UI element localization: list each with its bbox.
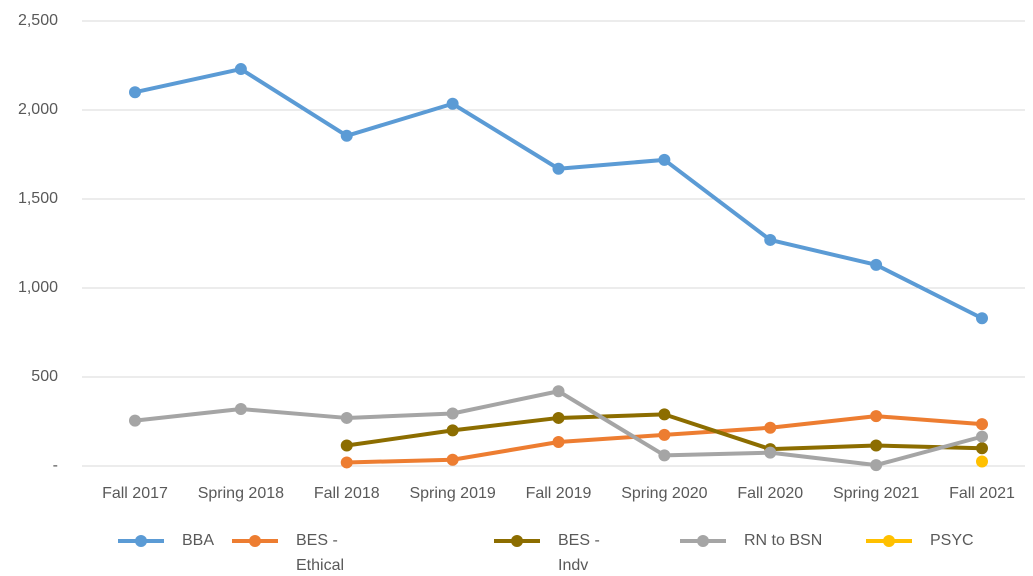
point [658,153,671,166]
y-tick-label: 2,000 [18,101,58,118]
point [870,459,883,472]
point [658,449,671,462]
x-tick-label: Spring 2018 [198,485,284,502]
x-tick-label: Spring 2020 [621,485,707,502]
point [870,410,883,423]
x-tick-label: Fall 2021 [949,485,1015,502]
point [976,418,988,431]
x-tick-label: Fall 2019 [526,485,592,502]
legend-label: PSYC [930,532,974,549]
point [340,456,353,469]
point [764,446,777,459]
point [234,403,247,416]
legend-marker [135,535,147,547]
x-tick-label: Fall 2020 [737,485,803,502]
point [446,453,459,466]
point [552,385,565,398]
point [129,414,141,427]
point [976,312,988,325]
legend-label: RN to BSN [744,532,822,549]
point [340,129,353,142]
legend-marker [249,535,261,547]
point [340,411,353,424]
y-tick-label: 500 [31,368,58,385]
point [658,408,671,421]
point [764,233,777,246]
point [340,439,353,452]
y-tick-label: 2,500 [18,12,58,29]
series-line [134,389,983,468]
y-tick-label: 1,500 [18,190,58,207]
point [446,97,459,110]
point [976,455,988,468]
point [870,258,883,271]
legend-label: BBA [182,532,214,549]
legend-label: BES -EthicalLeader [296,532,346,576]
point [234,63,247,76]
x-tick-label: Fall 2018 [314,485,380,502]
point [870,439,883,452]
x-tick-label: Spring 2019 [409,485,495,502]
point [976,442,988,455]
point [552,435,565,448]
series-line [134,67,983,321]
point [658,428,671,441]
point [446,407,459,420]
legend-marker [697,535,709,547]
point [552,162,565,175]
legend-marker [883,535,895,547]
point [552,411,565,424]
legend-marker [511,535,523,547]
point [129,86,141,99]
point [976,430,988,443]
y-tick-label: 1,000 [18,279,58,296]
legend-label: BES -IndvProgram [558,532,619,576]
x-tick-label: Fall 2017 [102,485,168,502]
point [446,424,459,437]
point [764,421,777,434]
y-tick-label: - [53,457,58,474]
x-tick-label: Spring 2021 [833,485,919,502]
